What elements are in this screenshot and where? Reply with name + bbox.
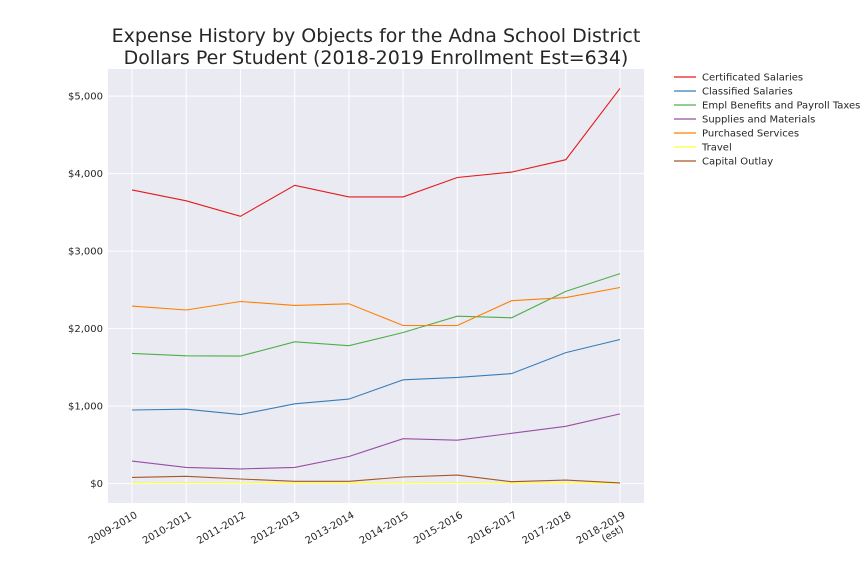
x-tick-label: 2010-2011 [141,510,194,547]
y-tick-label: $4,000 [68,169,103,180]
legend-label: Certificated Salaries [702,73,803,84]
y-tick-label: $1,000 [68,402,103,413]
plot-area [108,69,644,503]
y-tick-label: $0 [90,479,103,490]
series-line-empl-benefits-and-payroll-taxes [131,273,621,357]
x-tick-label: 2011-2012 [195,510,248,547]
series-line-capital-outlay [131,474,621,484]
x-axis-ticks: 2009-2010 2010-2011 2011-2012 2012-2013 2013… [87,510,633,556]
y-tick-label: $5,000 [68,92,103,103]
series-line-travel [131,481,621,484]
y-axis-ticks: $0 $1,000 $2,000 $3,000 $4,000 $5,000 [68,92,103,491]
x-tick-label: 2009-2010 [87,510,140,547]
series-line-classified-salaries [131,338,621,416]
x-tick-label: 2016-2017 [466,510,519,547]
series-lines [131,88,621,484]
x-tick-label: 2013-2014 [304,510,357,547]
legend: Certificated Salaries Classified Salaries… [674,73,860,168]
legend-label: Purchased Services [702,129,799,140]
legend-label: Supplies and Materials [702,115,815,126]
chart-title: Expense History by Objects for the Adna … [112,25,641,47]
y-tick-label: $2,000 [68,324,103,335]
series-line-certificated-salaries [131,88,621,217]
legend-label: Classified Salaries [702,87,793,98]
x-tick-label: 2017-2018 [521,510,574,547]
gridlines [108,69,644,503]
series-line-supplies-and-materials [131,413,621,470]
x-tick-label: 2018-2019(est) [575,510,633,556]
x-tick-label: 2014-2015 [358,510,411,547]
x-tick-label: 2015-2016 [412,510,465,547]
chart-subtitle: Dollars Per Student (2018-2019 Enrollmen… [124,47,629,69]
series-line-purchased-services [131,286,621,327]
legend-label: Capital Outlay [702,157,773,168]
x-tick-label: 2012-2013 [249,510,302,547]
legend-label: Empl Benefits and Payroll Taxes [702,101,860,112]
legend-label: Travel [701,143,732,154]
y-tick-label: $3,000 [68,247,103,258]
